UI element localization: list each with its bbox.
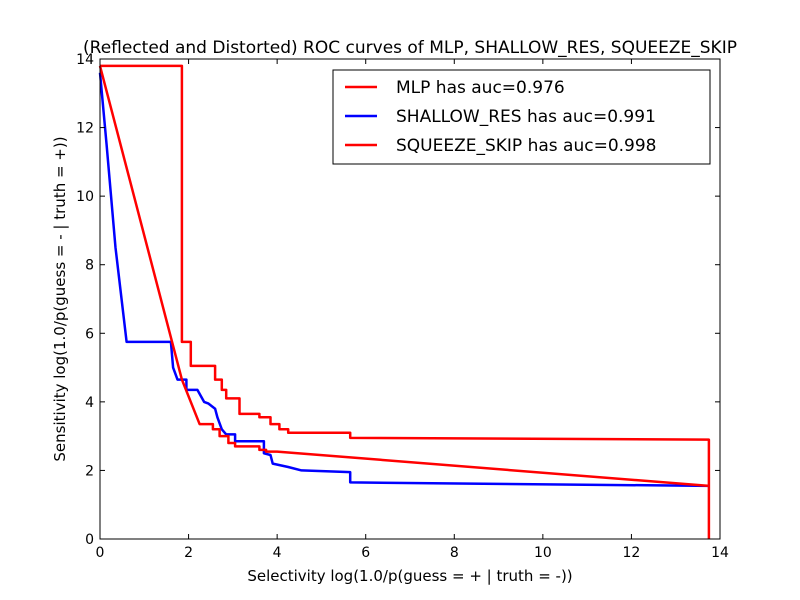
x-axis-label: Selectivity log(1.0/p(guess = + | truth …: [247, 567, 572, 585]
y-tick-label: 6: [85, 326, 94, 342]
x-tick-label: 14: [711, 545, 729, 561]
y-tick-label: 14: [76, 52, 94, 68]
legend-label-shallow-res: SHALLOW_RES has auc=0.991: [396, 107, 656, 127]
y-axis-label: Sensitivity log(1.0/p(guess = - | truth …: [51, 136, 69, 461]
y-tick-label: 12: [76, 121, 94, 137]
x-tick-label: 4: [273, 545, 282, 561]
legend-box: [332, 69, 711, 165]
legend-label-squeeze-skip: SQUEEZE_SKIP has auc=0.998: [396, 136, 657, 156]
y-tick-label: 4: [85, 395, 94, 411]
y-tick-label: 2: [85, 463, 94, 479]
chart-title: (Reflected and Distorted) ROC curves of …: [83, 38, 737, 58]
x-tick-label: 8: [450, 545, 459, 561]
x-tick-label: 12: [623, 545, 641, 561]
legend-label-mlp: MLP has auc=0.976: [396, 78, 565, 98]
series-layer: [98, 64, 711, 539]
x-tick-label: 2: [184, 545, 193, 561]
y-tick-label: 10: [76, 189, 94, 205]
series-line-mlp: [100, 64, 711, 539]
y-tick-label: 8: [85, 258, 94, 274]
series-line-squeeze-skip: [98, 65, 709, 488]
legend: MLP has auc=0.976 SHALLOW_RES has auc=0.…: [332, 69, 711, 165]
ticks-layer: 0 2 4 6 8 10 12 14 0 2 4 6 8 10 12 14: [76, 52, 729, 561]
plot-frame: [99, 58, 721, 540]
series-line-shallow-res: [98, 72, 709, 488]
y-tick-label: 0: [85, 532, 94, 548]
x-tick-label: 0: [96, 545, 105, 561]
x-tick-label: 10: [534, 545, 552, 561]
x-tick-label: 6: [361, 545, 370, 561]
